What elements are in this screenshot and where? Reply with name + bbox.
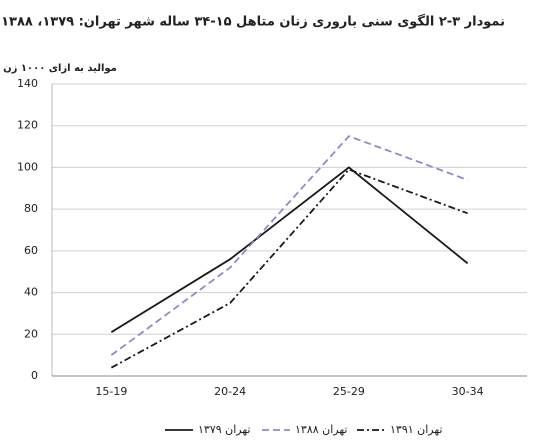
y-tick-label: 60 [24, 244, 38, 257]
y-tick-label: 120 [17, 119, 38, 132]
series-line [110, 135, 468, 356]
x-tick-label: 20-24 [214, 385, 246, 398]
y-tick-label: 20 [24, 327, 38, 340]
x-tick-label: 30-34 [452, 385, 484, 398]
series-line [110, 166, 469, 333]
y-tick-label: 0 [31, 369, 38, 382]
legend-label: تهران ۱۳۸۸ [295, 423, 347, 436]
legend-label: تهران ۱۳۹۱ [390, 423, 442, 436]
legend-label: تهران ۱۳۷۹ [198, 423, 250, 436]
x-tick-label: 25-29 [333, 385, 365, 398]
chart-title: نمودار ۳-۲ الگوی سنی باروری زنان متاهل ۱… [0, 14, 505, 30]
y-tick-label: 80 [24, 202, 38, 215]
y-tick-label: 100 [17, 160, 38, 173]
x-tick-label: 15-19 [95, 385, 127, 398]
series-line [110, 168, 468, 369]
y-tick-label: 40 [24, 286, 38, 299]
y-tick-label: 140 [17, 77, 38, 90]
y-axis-label: موالید به ازای ۱۰۰۰ زن [3, 63, 117, 74]
